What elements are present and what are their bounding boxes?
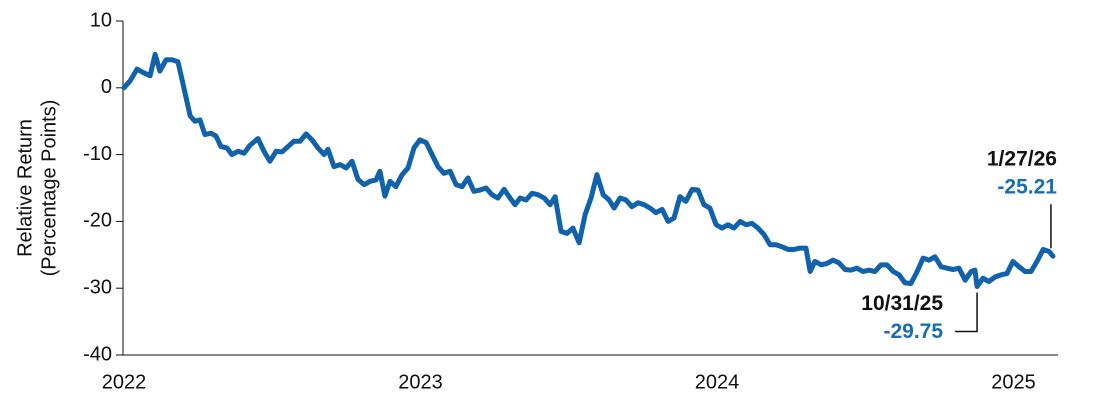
y-tick-label: -20 <box>83 210 112 232</box>
x-tick-label: 2024 <box>695 371 740 393</box>
annotation-date: 1/27/26 <box>987 148 1057 171</box>
data-line <box>121 51 1056 290</box>
x-tick-label: 2023 <box>398 371 443 393</box>
leader-line <box>955 292 978 333</box>
y-tick-label: -10 <box>83 143 112 165</box>
y-axis-label: (Percentage Points) <box>38 100 60 277</box>
y-axis-label: Relative Return <box>14 119 36 257</box>
annotation-value: -25.21 <box>997 176 1057 199</box>
y-tick-label: 0 <box>101 76 112 98</box>
annotation-value: -29.75 <box>884 320 944 343</box>
x-tick-label: 2025 <box>991 371 1036 393</box>
y-tick-label: 10 <box>90 9 112 31</box>
y-tick-label: -30 <box>83 276 112 298</box>
x-tick-label: 2022 <box>102 371 147 393</box>
y-tick-label: -40 <box>83 343 112 365</box>
annotation-date: 10/31/25 <box>861 292 943 315</box>
